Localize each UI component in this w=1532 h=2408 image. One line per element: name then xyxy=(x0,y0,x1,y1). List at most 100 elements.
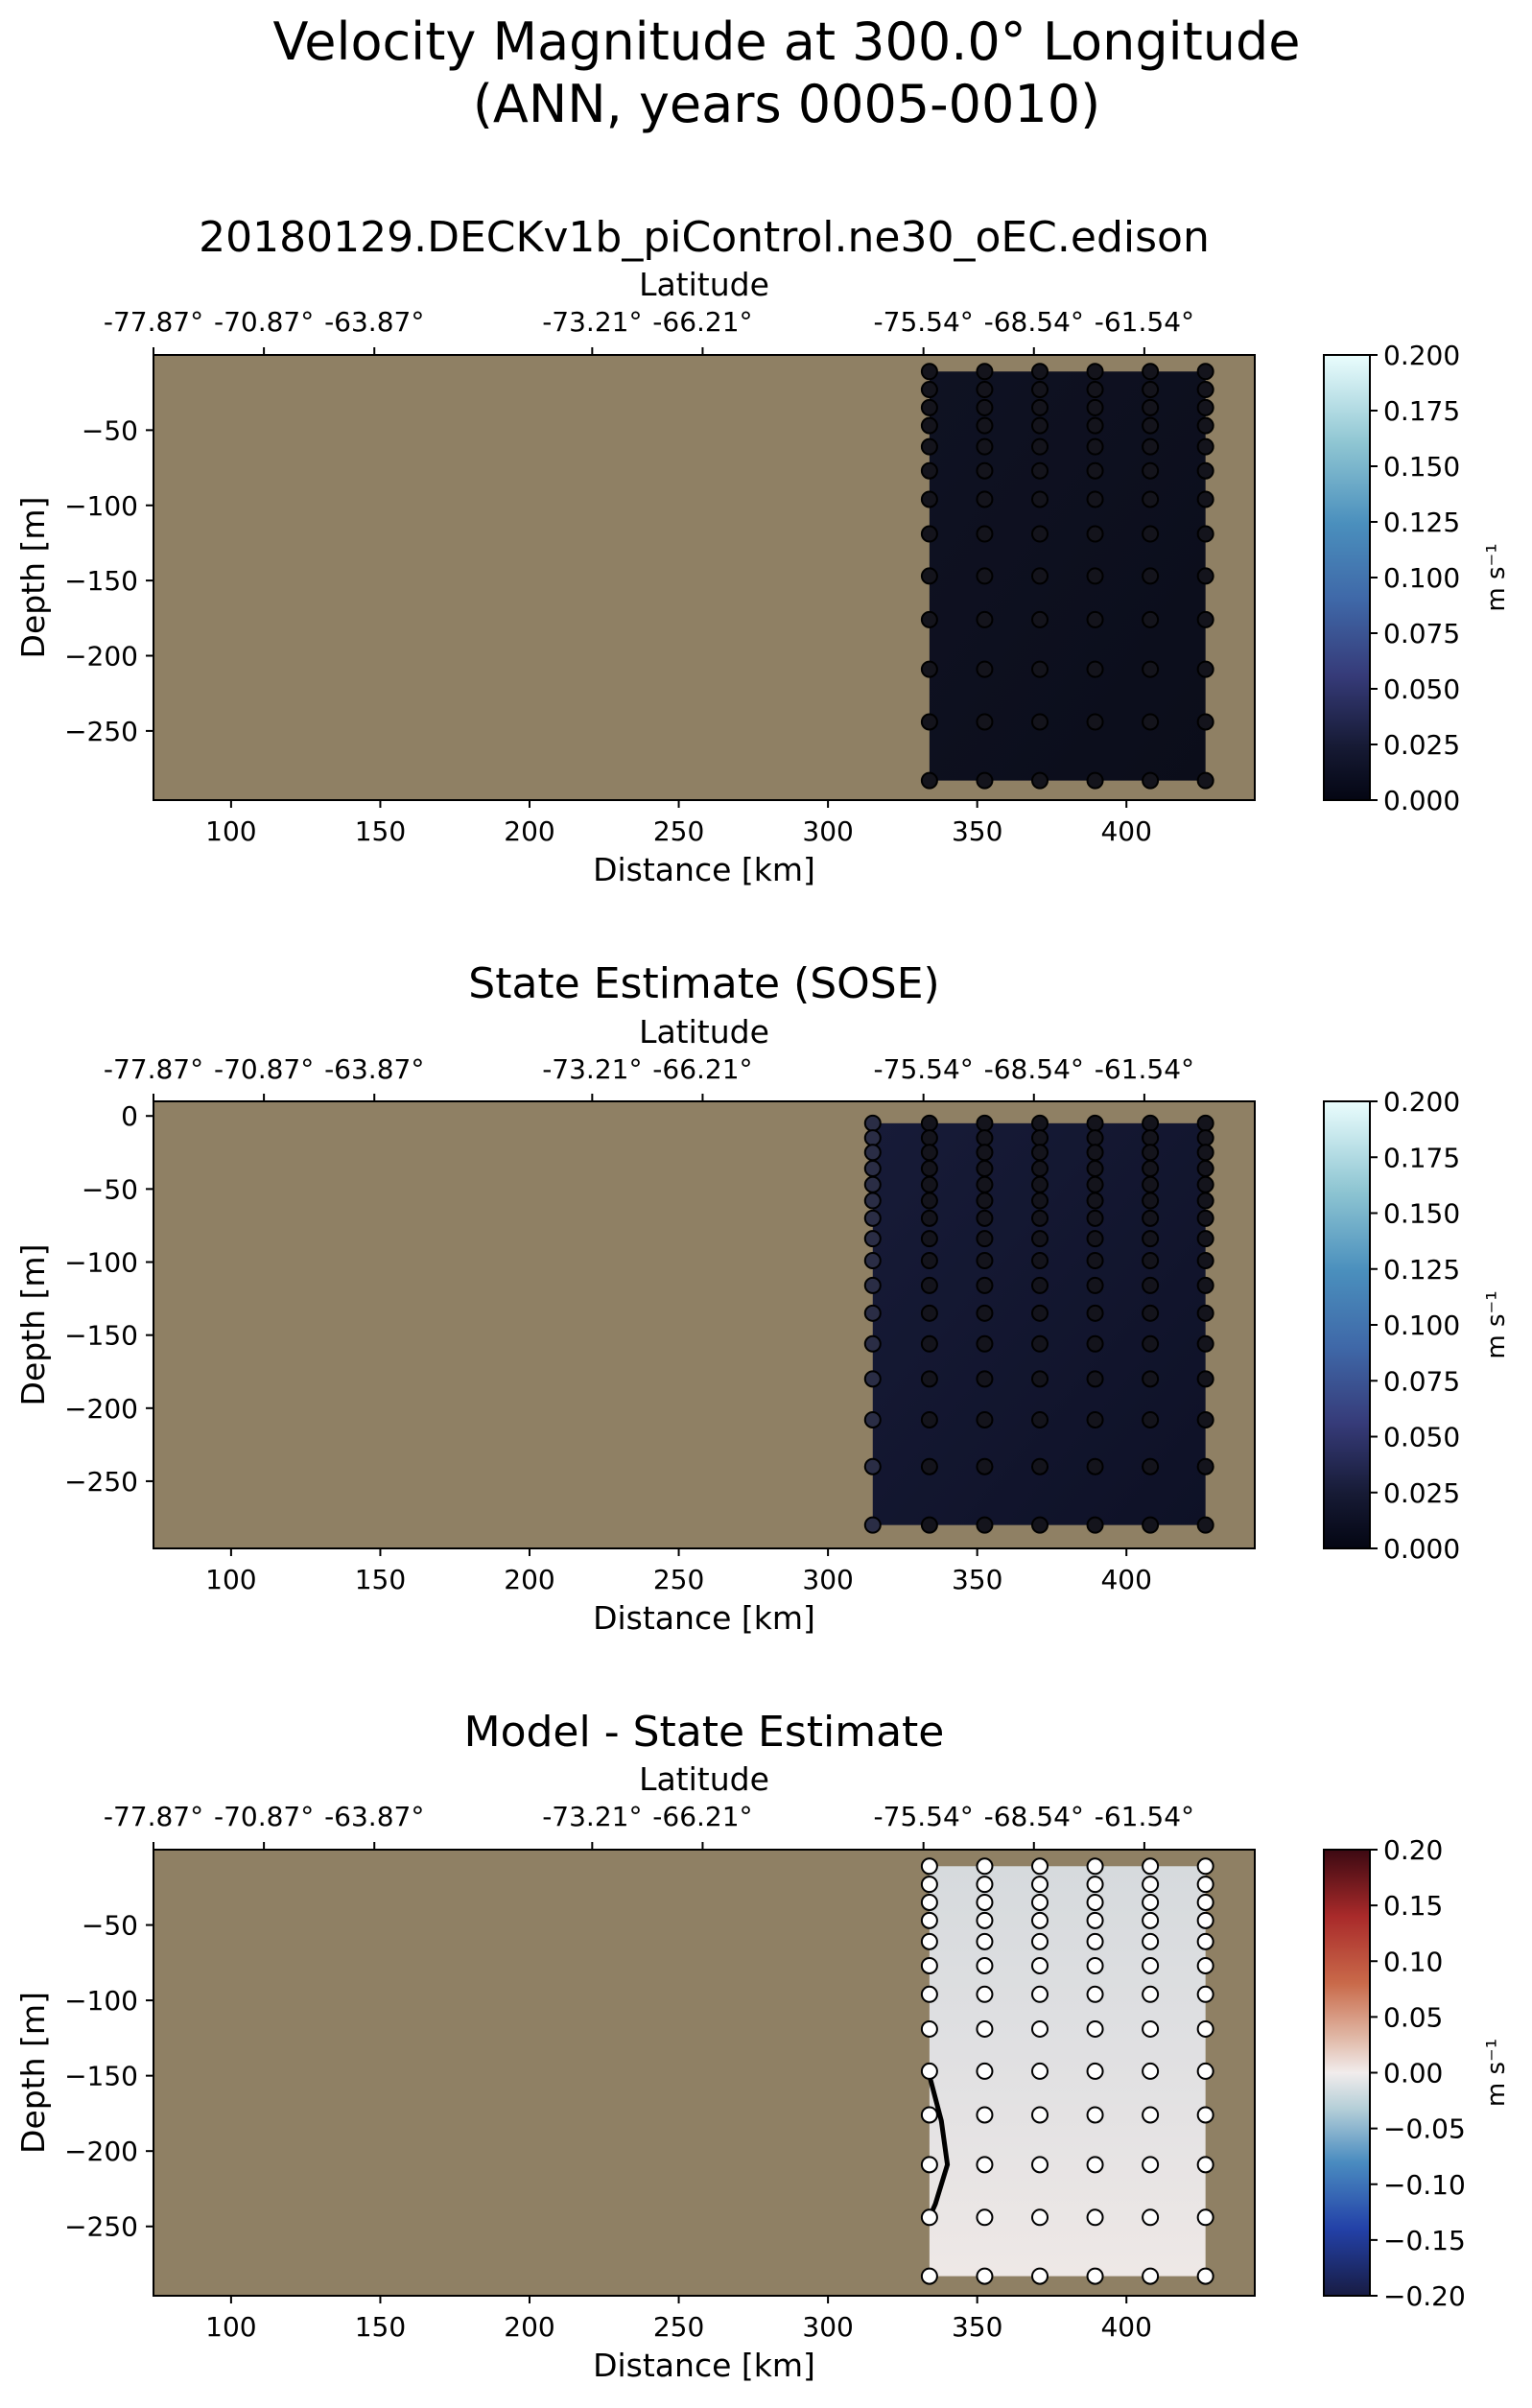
data-point xyxy=(920,1175,938,1193)
data-point xyxy=(1142,1276,1160,1294)
data-point xyxy=(976,1516,994,1534)
data-point xyxy=(1196,660,1214,678)
panel-2: State Estimate (SOSE) Latitude Distance [k… xyxy=(14,959,1511,1637)
data-point xyxy=(976,525,994,543)
data-point xyxy=(1086,1370,1104,1388)
latitude-tick-label: -77.87° xyxy=(104,306,203,338)
data-point xyxy=(1031,398,1049,416)
latitude-axis-label: Latitude xyxy=(639,266,769,303)
x-tick-label: 300 xyxy=(802,2311,853,2343)
x-tick-label: 150 xyxy=(355,1564,406,1595)
data-point xyxy=(920,2156,938,2174)
y-tick-label: −150 xyxy=(64,2061,138,2092)
data-point xyxy=(1031,1911,1049,1929)
data-fill xyxy=(929,371,1206,781)
colorbar-tick-label: 0.150 xyxy=(1383,1198,1460,1230)
panel-title: Model - State Estimate xyxy=(464,1708,945,1757)
y-tick-label: −200 xyxy=(64,2136,138,2167)
data-point xyxy=(920,398,938,416)
data-point xyxy=(1142,461,1160,480)
data-point xyxy=(976,2106,994,2124)
data-point xyxy=(1142,1209,1160,1227)
data-point xyxy=(920,437,938,456)
colorbar-tick-label: 0.025 xyxy=(1383,1477,1460,1509)
data-point xyxy=(1086,1175,1104,1193)
data-point xyxy=(976,610,994,628)
colorbar-tick-label: 0.00 xyxy=(1383,2058,1443,2089)
x-tick-label: 150 xyxy=(355,815,406,847)
data-point xyxy=(920,1144,938,1162)
data-point xyxy=(863,1516,882,1534)
x-tick-label: 350 xyxy=(952,815,1002,847)
data-point xyxy=(920,363,938,381)
data-point xyxy=(920,1516,938,1534)
x-tick-label: 100 xyxy=(205,1564,256,1595)
data-point xyxy=(920,1334,938,1353)
data-point xyxy=(1142,1985,1160,2003)
data-point xyxy=(1086,1230,1104,1248)
x-tick-label: 400 xyxy=(1100,815,1151,847)
data-point xyxy=(976,1932,994,1950)
x-tick-label: 350 xyxy=(952,1564,1002,1595)
data-point xyxy=(1142,1160,1160,1178)
data-point xyxy=(1142,2062,1160,2080)
data-point xyxy=(1031,1516,1049,1534)
data-point xyxy=(1031,2062,1049,2080)
data-point xyxy=(1142,1893,1160,1911)
data-point xyxy=(976,1276,994,1294)
data-point xyxy=(976,490,994,508)
latitude-tick-label: -77.87° xyxy=(104,1053,203,1085)
data-point xyxy=(920,1304,938,1322)
colorbar-tick-label: 0.125 xyxy=(1383,507,1460,538)
colorbar xyxy=(1323,1100,1371,1549)
data-point xyxy=(1196,1457,1214,1475)
data-point xyxy=(1142,2019,1160,2038)
x-tick-label: 250 xyxy=(653,815,704,847)
colorbar-tick-label: −0.15 xyxy=(1383,2225,1466,2256)
data-point xyxy=(1031,381,1049,399)
colorbar-tick-label: 0.20 xyxy=(1383,1834,1443,1866)
data-point xyxy=(1086,461,1104,480)
data-point xyxy=(1142,1192,1160,1210)
data-point xyxy=(1031,2208,1049,2227)
data-point xyxy=(1031,713,1049,731)
data-point xyxy=(976,1251,994,1269)
figure-title-line1: Velocity Magnitude at 300.0° Longitude xyxy=(272,12,1300,72)
data-point xyxy=(1196,1114,1214,1132)
data-point xyxy=(863,1209,882,1227)
figure-title-line2: (ANN, years 0005-0010) xyxy=(473,74,1100,134)
data-point xyxy=(920,1276,938,1294)
data-point xyxy=(1031,2267,1049,2285)
x-axis-label: Distance [km] xyxy=(593,851,815,888)
data-point xyxy=(1196,1370,1214,1388)
data-point xyxy=(1196,461,1214,480)
colorbar-tick-label: −0.20 xyxy=(1383,2280,1466,2312)
data-point xyxy=(1196,1192,1214,1210)
data-point xyxy=(976,1410,994,1428)
data-point xyxy=(1142,1410,1160,1428)
data-point xyxy=(1031,1857,1049,1876)
data-point xyxy=(976,1370,994,1388)
data-point xyxy=(976,1911,994,1929)
data-point xyxy=(1086,660,1104,678)
data-point xyxy=(1142,1876,1160,1894)
data-point xyxy=(1086,1276,1104,1294)
colorbar-tick-label: 0.200 xyxy=(1383,1086,1460,1118)
data-point xyxy=(1196,2062,1214,2080)
data-point xyxy=(1086,1129,1104,1147)
colorbar xyxy=(1323,1849,1371,2297)
data-point xyxy=(976,1175,994,1193)
axes-frame xyxy=(153,1100,1256,1549)
data-point xyxy=(1086,1985,1104,2003)
data-point xyxy=(976,1304,994,1322)
y-tick-label: −250 xyxy=(64,2211,138,2243)
data-point xyxy=(1196,1160,1214,1178)
data-point xyxy=(1196,1230,1214,1248)
axes-frame xyxy=(153,354,1256,801)
zero-contour-line xyxy=(927,2074,951,2219)
x-tick-label: 250 xyxy=(653,2311,704,2343)
data-point xyxy=(1196,1876,1214,1894)
data-point xyxy=(1031,1129,1049,1147)
data-point xyxy=(1086,1932,1104,1950)
